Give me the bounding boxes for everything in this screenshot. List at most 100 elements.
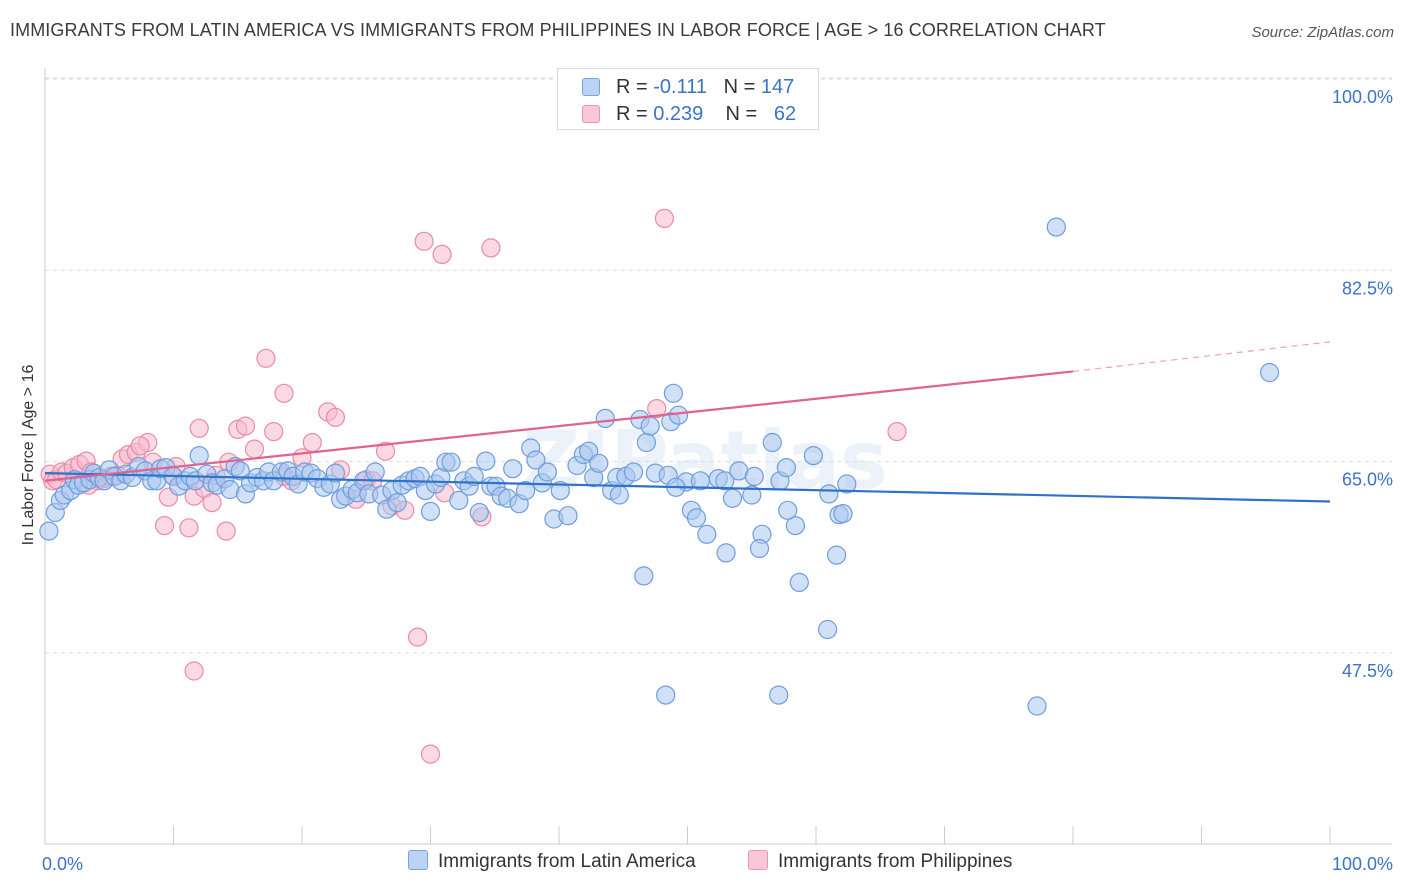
latin-america-trend-line [44,472,1331,503]
latin-america-point [550,481,570,501]
latin-america-point [716,543,736,563]
latin-america-point [833,503,853,524]
philippines-trend-line [44,370,1074,482]
philippines-point [235,416,256,436]
y-tick-label: 65.0% [1342,470,1393,490]
latin-america-point [778,500,798,520]
philippines-point [189,418,209,438]
latin-america-point [803,446,824,466]
philippines-point [325,407,345,427]
philippines-point [216,521,236,541]
latin-america-point [1027,696,1047,716]
philippines-point [256,348,276,368]
bottom-legend-label: Immigrants from Latin America [438,851,696,872]
legend-r-value: 0.239 [653,103,704,125]
latin-america-point [387,493,407,513]
latin-america-point [668,405,689,425]
philippines-point [414,231,434,251]
latin-america-point [785,515,806,536]
chart-title: IMMIGRANTS FROM LATIN AMERICA VS IMMIGRA… [10,20,1106,40]
philippines-point [264,422,284,442]
latin-america-point [1046,217,1066,237]
latin-america-point [325,463,345,483]
y-tick-label: 47.5% [1342,661,1393,681]
latin-america-point [609,485,630,505]
latin-america-point [420,501,441,521]
latin-america-point [441,452,461,472]
philippines-point [302,432,322,453]
x-tick-label-start: 0.0% [42,854,83,874]
philippines-point [887,422,907,442]
legend-n-value: 147 [760,76,795,98]
latin-america-point [749,538,770,559]
axes [44,68,1392,845]
latin-america-point [503,459,523,479]
latin-america-point [515,481,536,501]
latin-america-point [476,451,496,471]
bottom-legend-latin-america: Immigrants from Latin America [408,850,696,873]
latin-america-point [663,383,684,403]
latin-america-point [789,572,809,593]
legend-r-label: R = [616,103,648,125]
latin-america-point [537,462,558,482]
source-label: Source: ZipAtlas.com [1251,24,1394,41]
trend-lines [44,341,1331,503]
latin-america-point [365,462,385,482]
latin-america-point [742,485,762,505]
philippines-point [179,518,199,538]
latin-america-point [640,416,660,436]
legend-r-value: -0.111 [653,76,707,98]
legend-r-label: R = [616,76,648,98]
latin-america-point [526,450,546,470]
latin-america-point [715,471,735,491]
latin-america-point [464,466,484,486]
latin-america-point [634,566,654,586]
latin-america-point [189,446,209,466]
latin-america-point [744,466,764,486]
legend-n-value: 62 [773,103,797,125]
legend-n-label: N = [723,76,756,98]
bottom-legend-philippines: Immigrants from Philippines [748,850,1012,873]
legend-swatch-blue [582,78,600,96]
correlation-legend: R = -0.111 N = 147 R = 0.239 N = 62 [557,68,819,130]
y-tick-label: 100.0% [1332,87,1393,107]
philippines-point [408,627,428,647]
latin-america-point [589,453,609,473]
philippines-point [375,441,396,461]
bottom-legend-label: Immigrants from Philippines [778,851,1013,872]
latin-america-point [449,490,469,510]
latin-america-point [817,619,838,640]
philippines-point [420,744,441,764]
philippines-point [244,439,265,459]
bottom-legend-swatch-pink [748,850,768,870]
philippines-point [481,238,501,258]
latin-america-point [722,488,743,508]
legend-n-label: N = [725,103,758,125]
latin-america-point [686,508,707,528]
legend-swatch-pink [582,105,600,123]
philippines-point [274,383,294,403]
gridlines [45,77,1392,654]
philippines-trend-extension [1072,341,1331,373]
y-axis-label: In Labor Force | Age > 16 [20,364,37,546]
tick-labels: 47.5% 65.0% 82.5% 100.0% 0.0% 100.0% [42,87,1393,874]
philippines-point [202,493,222,513]
philippines-point [154,515,175,536]
latin-america-point [776,458,797,478]
latin-america-point [762,432,782,453]
latin-america-point [39,521,59,541]
philippines-point [654,208,675,228]
latin-america-point [469,502,489,523]
x-tick-label-end: 100.0% [1332,854,1393,874]
latin-america-point [1259,362,1280,383]
latin-america-point [826,545,847,565]
latin-america-point [595,408,615,428]
latin-america-point [656,685,676,705]
latin-america-point [769,685,789,705]
philippines-point [130,436,150,456]
philippines-point [432,244,452,264]
latin-america-point [636,432,657,453]
latin-america-point [558,506,578,526]
latin-america-point [837,474,857,494]
